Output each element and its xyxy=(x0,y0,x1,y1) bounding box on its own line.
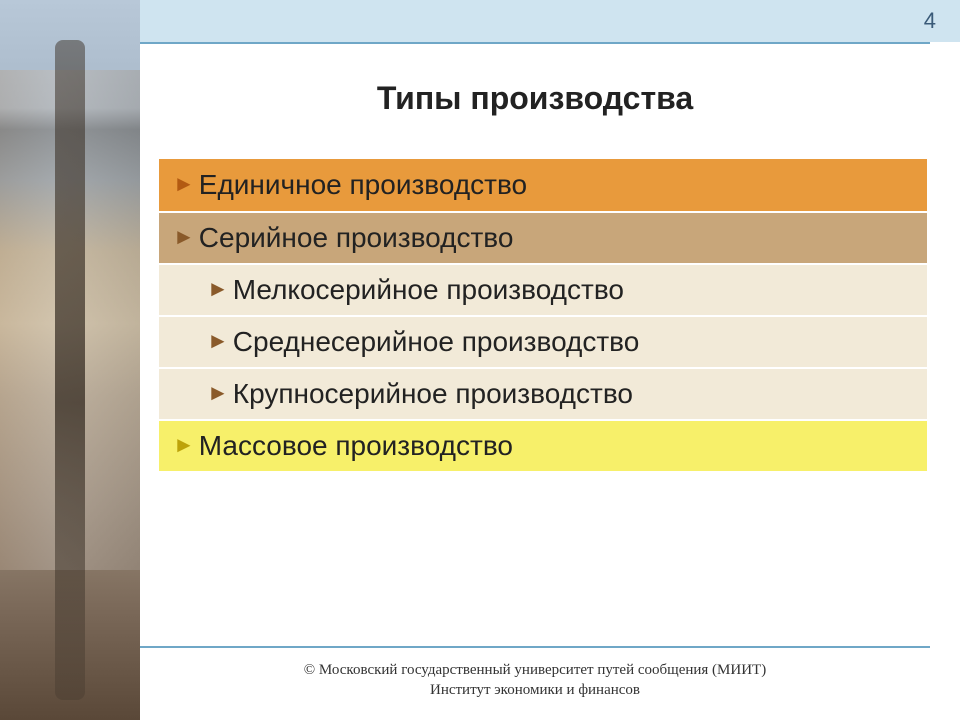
footer-line-2: Институт экономики и финансов xyxy=(140,680,930,700)
slide-title: Типы производства xyxy=(140,80,930,117)
bullet-icon: ► xyxy=(173,226,195,248)
row-label: Мелкосерийное производство xyxy=(233,274,624,306)
bottom-divider xyxy=(140,646,930,648)
top-band xyxy=(140,0,960,42)
row-label: Серийное производство xyxy=(199,222,514,254)
row-label: Единичное производство xyxy=(199,169,527,201)
table-row: ►Мелкосерийное производство xyxy=(159,263,927,315)
footer-line-1: © Московский государственный университет… xyxy=(140,660,930,680)
table-row: ►Массовое производство xyxy=(159,419,927,471)
top-divider xyxy=(140,42,930,44)
row-label: Массовое производство xyxy=(199,430,513,462)
bullet-icon: ► xyxy=(173,173,195,195)
production-types-table: ►Единичное производство►Серийное произво… xyxy=(158,158,928,472)
table-row: ►Среднесерийное производство xyxy=(159,315,927,367)
bullet-icon: ► xyxy=(207,330,229,352)
row-label: Среднесерийное производство xyxy=(233,326,640,358)
table-row: ►Единичное производство xyxy=(159,159,927,211)
table-row: ►Серийное производство xyxy=(159,211,927,263)
row-label: Крупносерийное производство xyxy=(233,378,633,410)
slide: 4 Типы производства ►Единичное производс… xyxy=(0,0,960,720)
bullet-icon: ► xyxy=(173,434,195,456)
page-number: 4 xyxy=(924,8,936,34)
background-photo-strip xyxy=(0,0,140,720)
footer: © Московский государственный университет… xyxy=(140,660,930,701)
bullet-icon: ► xyxy=(207,382,229,404)
table-row: ►Крупносерийное производство xyxy=(159,367,927,419)
bullet-icon: ► xyxy=(207,278,229,300)
